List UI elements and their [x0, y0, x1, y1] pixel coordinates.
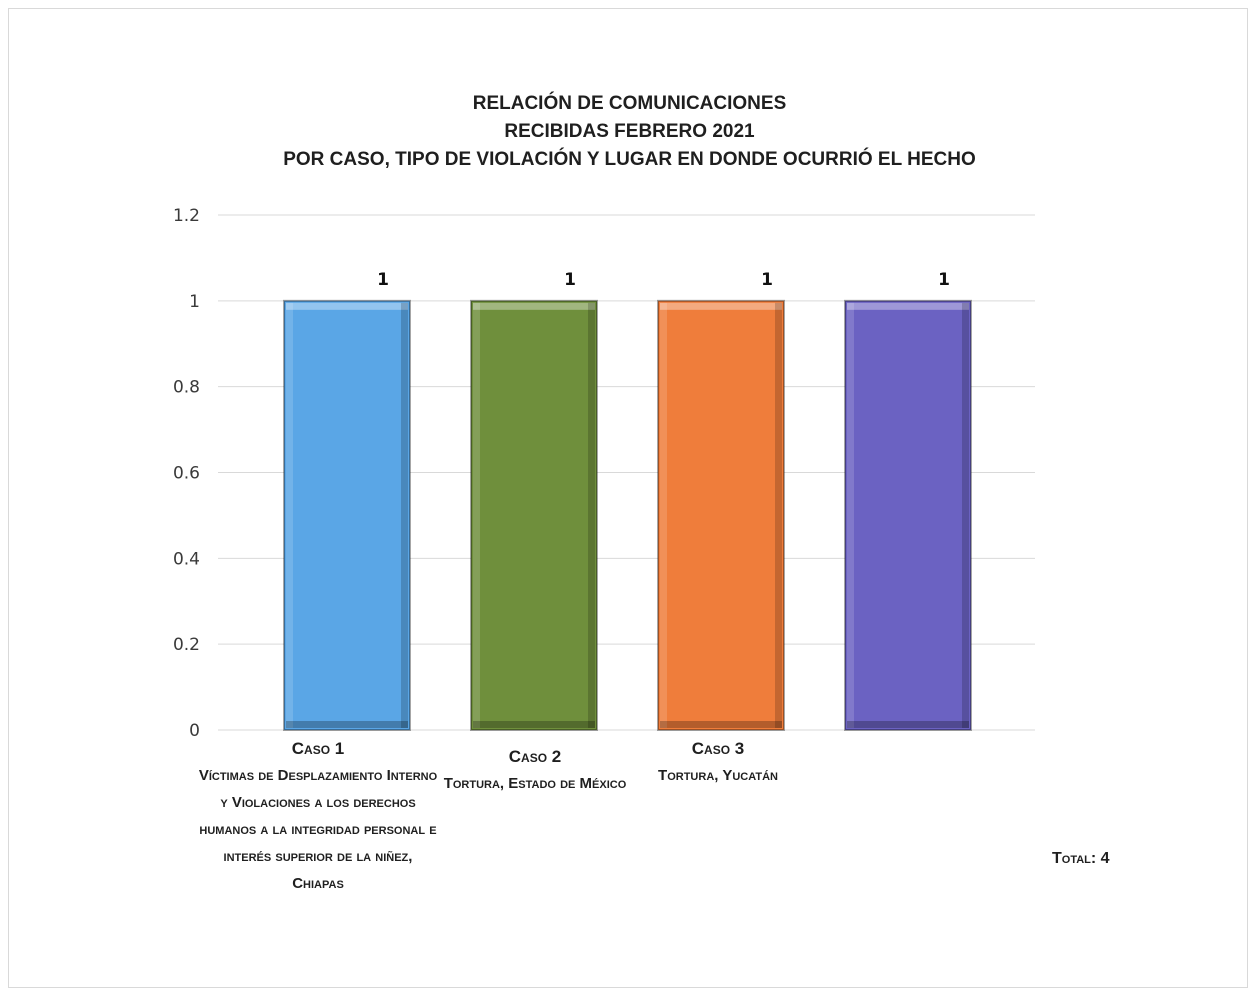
- category-label-3: Caso 3 Tortura, Yucatán: [628, 735, 808, 789]
- bar-bevel: [286, 721, 408, 728]
- bar-bevel: [847, 302, 854, 728]
- category-detail: Víctimas de Desplazamiento Interno y Vio…: [198, 767, 438, 892]
- y-tick-label: 0.8: [173, 378, 200, 398]
- bars: [283, 299, 972, 731]
- bar-bevel: [660, 721, 782, 728]
- category-name: Caso 2: [508, 747, 562, 766]
- bar-1: [283, 299, 411, 731]
- y-tick-label: 0.6: [173, 464, 200, 484]
- data-label-2: 1: [564, 270, 576, 290]
- bar-bevel: [660, 302, 782, 310]
- bar-bevel: [473, 721, 595, 728]
- data-label-3: 1: [761, 270, 773, 290]
- bar-bevel: [473, 302, 595, 310]
- category-label-1: Caso 1 Víctimas de Desplazamiento Interno…: [198, 735, 438, 897]
- y-tick-label: 0.2: [173, 635, 200, 655]
- category-label-2: Caso 2 Tortura, Estado de México: [440, 743, 630, 797]
- chart-title-line-1: Relación de Comunicaciones: [472, 93, 787, 114]
- category-detail: Tortura, Estado de México: [443, 775, 627, 792]
- bar-bevel: [962, 302, 969, 728]
- bar-4: [844, 299, 972, 731]
- chart-title-line-2: Recibidas Febrero 2021: [504, 121, 755, 142]
- y-tick-label: 0.4: [173, 549, 200, 569]
- bar-bevel: [286, 302, 293, 728]
- chart-title-line-3: Por caso, tipo de violación y lugar en d…: [283, 149, 976, 170]
- bar-bevel: [401, 302, 408, 728]
- category-name: Caso 1: [291, 739, 345, 758]
- y-axis: 0 0.2 0.4 0.6 0.8 1 1.2: [173, 206, 200, 741]
- data-label-1: 1: [377, 270, 389, 290]
- y-tick-label: 0: [189, 721, 200, 741]
- data-labels: 1 1 1 1: [377, 270, 950, 290]
- bar-bevel: [847, 302, 969, 310]
- bar-bevel: [588, 302, 595, 728]
- chart-title: Relación de Comunicaciones Recibidas Feb…: [0, 90, 1259, 174]
- bar-bevel: [775, 302, 782, 728]
- category-name: Caso 3: [691, 739, 745, 758]
- y-tick-label: 1.2: [173, 206, 200, 226]
- category-detail: Tortura, Yucatán: [658, 767, 778, 784]
- bar-3: [657, 299, 785, 731]
- bar-bevel: [660, 302, 667, 728]
- chart-frame: [8, 8, 1248, 988]
- y-tick-label: 1: [189, 292, 200, 312]
- bar-bevel: [847, 721, 969, 728]
- bar-bevel: [286, 302, 408, 310]
- bar-bevel: [473, 302, 480, 728]
- bar-2: [470, 299, 598, 731]
- data-label-4: 1: [938, 270, 950, 290]
- total-label: Total: 4: [1052, 850, 1110, 867]
